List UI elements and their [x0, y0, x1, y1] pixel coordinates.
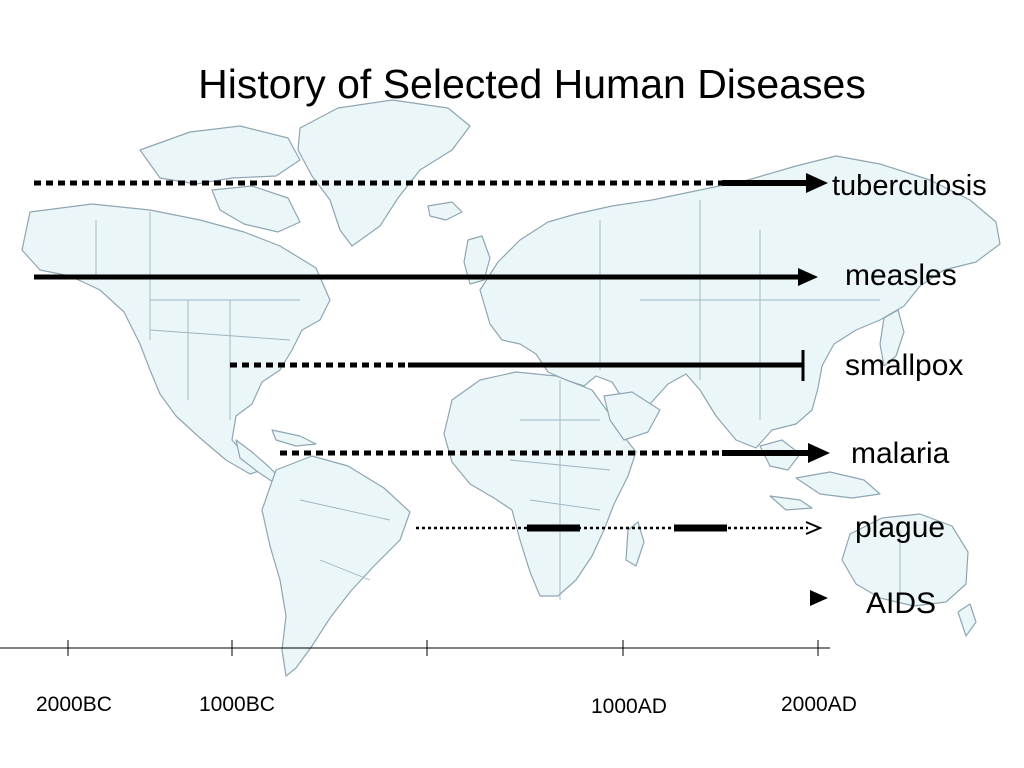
indonesia-shape [769, 495, 813, 511]
arrow-icon [808, 443, 830, 463]
disease-label-plague: plague [855, 511, 946, 544]
disease-label-smallpox: smallpox [845, 349, 964, 382]
tick-label-1000ad: 1000AD [591, 695, 667, 718]
new-zealand-shape [957, 603, 977, 637]
disease-label-aids: AIDS [866, 587, 937, 620]
page-title: History of Selected Human Diseases [198, 61, 866, 107]
arrow-icon [806, 173, 828, 193]
timeline-measles [34, 268, 818, 286]
tick-label-1000bc: 1000BC [199, 693, 275, 716]
africa-shape [443, 371, 637, 597]
disease-label-malaria: malaria [851, 437, 950, 470]
timeline-smallpox [230, 350, 805, 381]
iceland-shape [427, 201, 463, 221]
uk-shape [463, 235, 491, 285]
timeline-aids [810, 590, 828, 606]
australia-shape [841, 513, 969, 607]
timeline-malaria [280, 443, 830, 463]
madagascar-shape [625, 521, 645, 567]
indonesia-shape [795, 471, 881, 499]
tick-label-2000bc: 2000BC [36, 693, 112, 716]
arrow-icon [798, 268, 818, 286]
north-america-shape [21, 203, 331, 475]
disease-label-measles: measles [845, 259, 957, 292]
arrow-icon [805, 521, 823, 535]
caribbean-shape [271, 429, 317, 447]
tick-label-2000ad: 2000AD [781, 693, 857, 716]
disease-label-tuberculosis: tuberculosis [832, 170, 987, 202]
arabia-shape [603, 391, 661, 441]
timeline-tuberculosis [34, 173, 828, 193]
arctic-islands-shape [211, 185, 301, 233]
timeline-plague [416, 521, 823, 535]
time-axis [0, 640, 830, 656]
arrow-icon [810, 590, 828, 606]
japan-shape [879, 309, 905, 367]
greenland-shape [297, 99, 471, 247]
